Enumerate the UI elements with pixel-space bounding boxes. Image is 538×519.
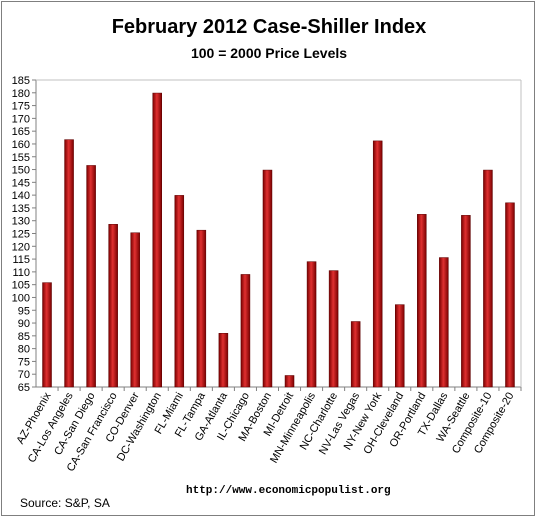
y-tick-label: 185 <box>12 75 30 87</box>
y-tick-label: 85 <box>18 331 30 343</box>
bar <box>86 165 96 388</box>
y-tick-label: 70 <box>18 369 30 381</box>
bar <box>461 215 471 388</box>
y-tick-label: 140 <box>12 190 30 202</box>
bar <box>350 321 361 388</box>
y-tick-label: 65 <box>18 382 30 394</box>
bar <box>372 140 383 388</box>
y-tick-label: 75 <box>18 356 30 368</box>
y-tick-label: 145 <box>12 177 30 189</box>
y-tick-label: 110 <box>12 267 30 279</box>
y-tick-labels: 6570758085909510010511011512012513013514… <box>12 75 30 394</box>
y-tick-label: 125 <box>12 229 30 241</box>
bar <box>284 375 295 388</box>
bars <box>42 92 515 388</box>
bar <box>505 202 515 388</box>
bar <box>64 139 74 388</box>
y-tick-label: 165 <box>12 126 30 138</box>
y-tick-label: 115 <box>12 254 30 266</box>
y-tick-label: 155 <box>12 152 30 164</box>
chart-title: February 2012 Case-Shiller Index <box>111 16 427 38</box>
y-tick-label: 95 <box>18 305 30 317</box>
y-tick-label: 175 <box>12 101 30 113</box>
y-tick-label: 90 <box>18 318 30 330</box>
y-tick-label: 150 <box>12 165 30 177</box>
y-tick-label: 120 <box>12 241 30 253</box>
y-tick-label: 180 <box>12 88 30 100</box>
y-tick-label: 135 <box>12 203 30 215</box>
source-note: Source: S&P, SA <box>20 496 110 510</box>
y-tick-label: 105 <box>12 280 30 292</box>
bar <box>240 274 251 388</box>
bar <box>306 261 317 388</box>
source-url: http://www.economicpopulist.org <box>186 485 391 497</box>
chart-subtitle: 100 = 2000 Price Levels <box>190 45 348 61</box>
bar <box>395 304 405 388</box>
bar <box>152 92 162 388</box>
bar <box>328 270 339 388</box>
bar <box>439 257 449 388</box>
y-tick-label: 100 <box>12 292 30 304</box>
bar <box>262 169 273 388</box>
y-tick-label: 130 <box>12 216 30 228</box>
bar <box>218 333 229 388</box>
bar <box>174 195 185 388</box>
y-tick-label: 160 <box>12 139 30 151</box>
y-tick-label: 80 <box>18 344 30 356</box>
bar <box>196 229 207 388</box>
bar <box>483 169 493 388</box>
bar <box>42 282 52 388</box>
bar <box>130 232 140 388</box>
bar <box>417 214 427 388</box>
y-tick-label: 170 <box>12 113 30 125</box>
bar <box>108 224 118 388</box>
